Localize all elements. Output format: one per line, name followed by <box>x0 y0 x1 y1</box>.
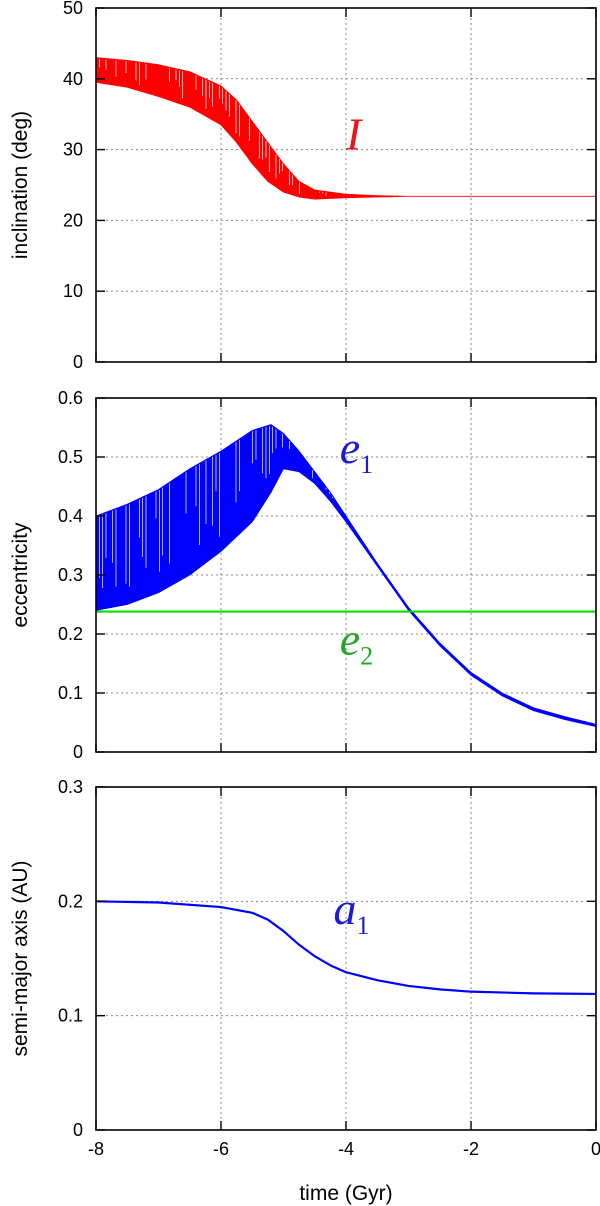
inclination-series-label: I <box>345 109 364 160</box>
series-a1-line <box>95 900 597 996</box>
eccentricity-panel: 0 0.1 0.2 0.3 0.4 0.5 0.6 eccentricity e… <box>9 388 597 762</box>
a1-series-label: a1 <box>334 883 370 940</box>
e1-label-subscript: 1 <box>360 450 373 479</box>
semi-major-axis-ticks <box>95 786 597 1131</box>
inclination-y-axis-label: inclination (deg) <box>9 111 32 259</box>
xtick-label: -2 <box>463 1139 479 1159</box>
inclination-panel: 0 10 20 30 40 50 inclination (deg) I <box>9 0 597 372</box>
semi-major-axis-ytick-labels: 0 0.1 0.2 0.3 <box>58 777 83 1140</box>
ytick-label: 0.3 <box>58 777 83 797</box>
a1-label-main: a <box>334 883 357 934</box>
eccentricity-y-axis-label: eccentricity <box>9 522 32 628</box>
ytick-label: 0.2 <box>58 624 83 644</box>
inclination-ticks <box>95 7 597 363</box>
time-x-axis-label: time (Gyr) <box>299 1182 392 1205</box>
semi-major-axis-y-axis-label: semi-major axis (AU) <box>9 860 32 1056</box>
ytick-label: 0.3 <box>58 565 83 585</box>
ytick-label: 10 <box>63 281 83 301</box>
ytick-label: 30 <box>63 140 83 160</box>
ytick-label: 0 <box>73 1120 83 1140</box>
ytick-label: 0.1 <box>58 683 83 703</box>
xtick-label: -4 <box>338 1139 354 1159</box>
ytick-label: 0.4 <box>58 506 83 526</box>
e2-series-label: e2 <box>340 614 373 671</box>
xtick-label: -8 <box>88 1139 104 1159</box>
time-xtick-labels: -8 -6 -4 -2 0 <box>88 1139 600 1159</box>
series-e1-texture <box>95 426 334 589</box>
semi-major-axis-grid <box>96 787 596 1130</box>
ytick-label: 0.5 <box>58 447 83 467</box>
semi-major-axis-panel: 0 0.1 0.2 0.3 -8 -6 -4 -2 0 semi-major a… <box>9 777 600 1205</box>
e2-label-main: e <box>340 614 360 665</box>
eccentricity-ytick-labels: 0 0.1 0.2 0.3 0.4 0.5 0.6 <box>58 388 83 762</box>
a1-label-subscript: 1 <box>357 911 370 940</box>
ytick-label: 0.1 <box>58 1006 83 1026</box>
inclination-ytick-labels: 0 10 20 30 40 50 <box>63 0 83 372</box>
ytick-label: 50 <box>63 0 83 18</box>
semi-major-axis-plot-area <box>95 900 597 996</box>
e1-label-main: e <box>340 422 360 473</box>
series-i-texture <box>95 58 327 196</box>
e2-label-subscript: 2 <box>360 642 373 671</box>
ytick-label: 0 <box>73 742 83 762</box>
ytick-label: 0.6 <box>58 388 83 408</box>
ytick-label: 20 <box>63 210 83 230</box>
ytick-label: 0.2 <box>58 891 83 911</box>
ytick-label: 40 <box>63 69 83 89</box>
eccentricity-ticks <box>95 397 597 753</box>
inclination-grid <box>96 8 596 362</box>
xtick-label: -6 <box>213 1139 229 1159</box>
e1-series-label: e1 <box>340 422 373 479</box>
ytick-label: 0 <box>73 352 83 372</box>
xtick-label: 0 <box>591 1139 600 1159</box>
